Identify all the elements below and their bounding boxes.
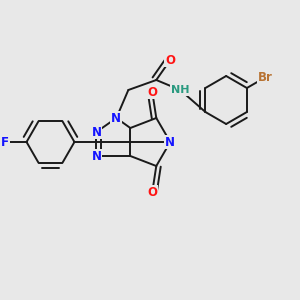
Text: O: O xyxy=(147,85,157,98)
Text: Br: Br xyxy=(258,71,273,84)
Text: N: N xyxy=(92,125,101,139)
Text: NH: NH xyxy=(171,85,190,95)
Text: O: O xyxy=(165,53,175,67)
Text: O: O xyxy=(147,185,157,199)
Text: N: N xyxy=(92,149,101,163)
Text: N: N xyxy=(165,136,175,148)
Text: F: F xyxy=(1,136,9,148)
Text: N: N xyxy=(111,112,122,124)
